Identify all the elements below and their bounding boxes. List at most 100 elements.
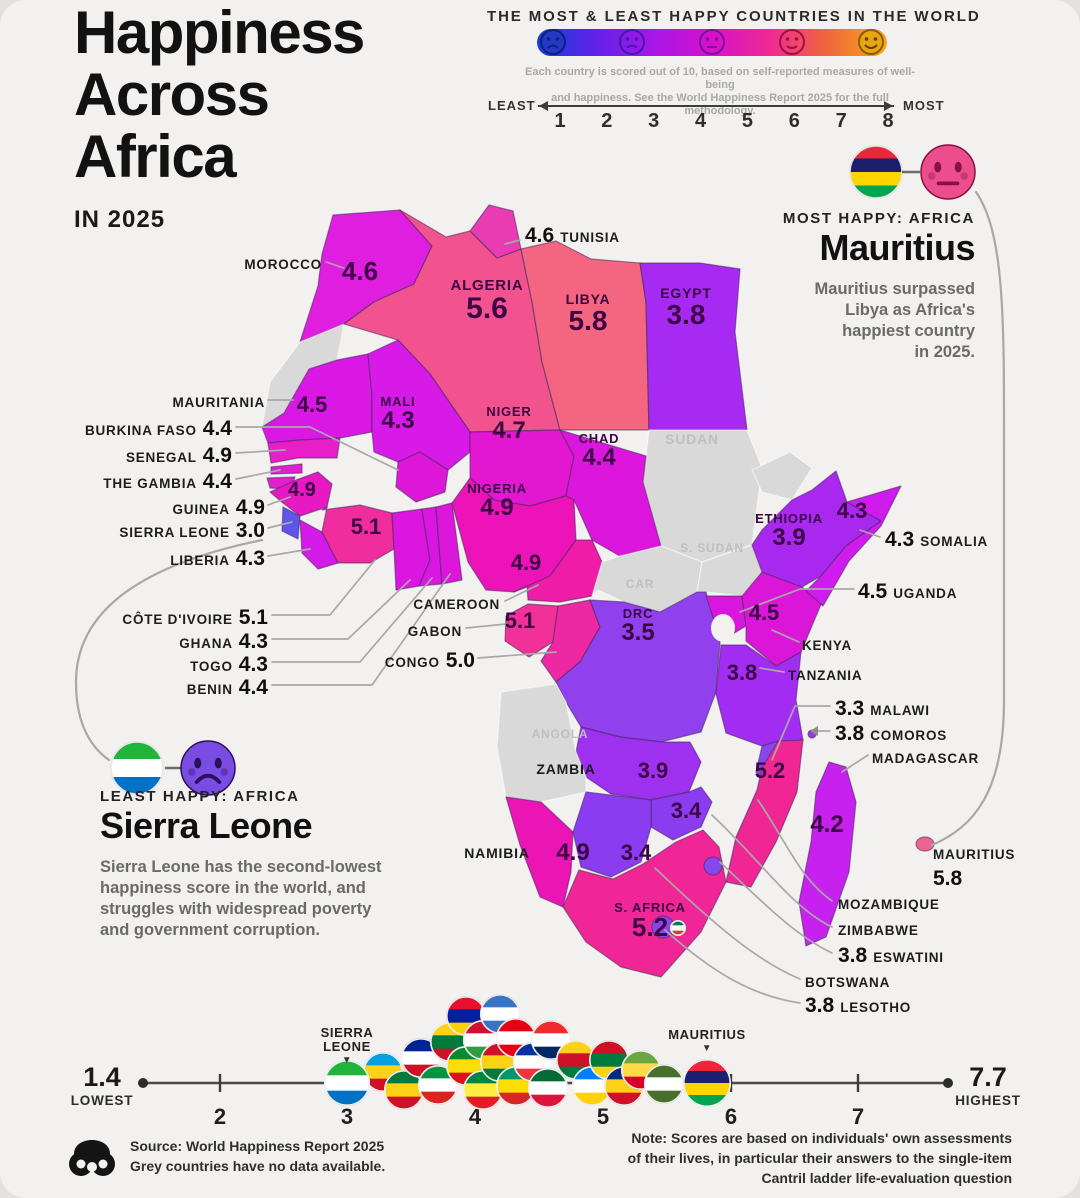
legend-least-label: LEAST [488, 98, 536, 113]
callout-morocco: MOROCCO [244, 256, 322, 272]
map-value: 3.4 [621, 840, 652, 865]
map-value: 4.9 [511, 550, 542, 575]
country-shape-guinea [269, 471, 333, 517]
map-value: 4.6 [342, 256, 378, 286]
callout-mozambique: MOZAMBIQUE [838, 896, 940, 912]
map-label-car: CAR [626, 577, 654, 591]
callout-madagascar: MADAGASCAR [872, 750, 979, 766]
scale-highest-value: 7.7 [969, 1062, 1007, 1092]
legend-tick-1: 1 [554, 110, 566, 132]
legend-face-happy-icon [779, 29, 805, 55]
legend-axis-arrow [538, 101, 894, 111]
scale-tick-6: 6 [725, 1104, 737, 1129]
map-value: 3.8 [727, 660, 758, 685]
scale-sierra-leone-label: SIERRA LEONE ▼ [297, 1026, 397, 1068]
country-shape-burkina-faso [395, 451, 449, 503]
scale-tick-4: 4 [469, 1104, 482, 1129]
least-happy-body: Sierra Leone has the second-lowest happi… [100, 858, 382, 939]
country-shape-drc [555, 591, 721, 743]
map-label-mali: MALI [381, 394, 416, 409]
country-shape-tanzania [715, 644, 804, 747]
legend-most-label: MOST [903, 98, 945, 113]
scale-lowest: 1.4 LOWEST [62, 1062, 142, 1108]
page-title: Happiness Across Africa IN 2025 [74, 2, 365, 234]
country-shape-zimbabwe [650, 786, 713, 841]
scale-lowest-label: LOWEST [70, 1093, 134, 1108]
callout-malawi: 3.3 MALAWI [835, 696, 930, 720]
map-value: 5.2 [755, 758, 786, 783]
callout-uganda: 4.5 UGANDA [858, 579, 958, 603]
callout-ghana: GHANA 4.3 [179, 629, 268, 653]
south-africa-mini-flag [670, 920, 686, 936]
least-happy-face-icon [180, 740, 236, 796]
map-label-chad: CHAD [579, 431, 620, 446]
legend-face-sad-icon [619, 29, 645, 55]
map-value: 4.5 [297, 392, 328, 417]
callout-eswatini: 3.8 ESWATINI [838, 943, 944, 967]
map-value: 4.2 [810, 811, 843, 838]
callout-tanzania: TANZANIA [788, 667, 863, 683]
map-value: 4.9 [480, 494, 513, 521]
legend-face-icons [540, 29, 884, 55]
callout-burkina-faso: BURKINA FASO 4.4 [84, 416, 232, 440]
legend-tick-4: 4 [695, 110, 707, 132]
callout-congo: CONGO 5.0 [384, 648, 475, 672]
country-shape-madagascar [798, 761, 857, 947]
callout-sierra-leone: SIERRA LEONE 3.0 [119, 518, 265, 542]
map-value: 5.1 [505, 608, 536, 633]
title-line-3: Africa [74, 123, 237, 190]
callout-lesotho: 3.8 LESOTHO [805, 993, 912, 1017]
callout-guinea: GUINEA 4.9 [172, 495, 265, 519]
map-value: 3.4 [671, 798, 702, 823]
map-value: 3.9 [638, 758, 669, 783]
map-label-libya: LIBYA [566, 291, 611, 307]
country-shape-south-africa [562, 829, 727, 978]
title-line-2: Across [74, 61, 270, 128]
map-value: 5.2 [632, 912, 668, 942]
legend-tick-8: 8 [882, 110, 894, 132]
callout-tunisia: 4.6 TUNISIA [525, 223, 620, 247]
country-shape-chad [559, 429, 662, 557]
callout-5-8: 5.8 [933, 866, 963, 890]
map-value: 4.4 [582, 444, 616, 471]
callout-comoros: 3.8 COMOROS [835, 721, 948, 745]
map-value: 4.9 [288, 479, 316, 501]
map-value: 4.3 [381, 407, 414, 434]
scale-lowest-value: 1.4 [83, 1062, 121, 1092]
least-happy-kicker: LEAST HAPPY: AFRICA [100, 788, 300, 805]
legend-description: Each country is scored out of 10, based … [525, 66, 915, 117]
scale-mauritius-label: MAURITIUS ▼ [657, 1028, 757, 1056]
most-happy-callout: MOST HAPPY: AFRICA Mauritius Mauritius s… [640, 210, 976, 363]
map-label-ethiopia: ETHIOPIA [755, 511, 823, 526]
comoros-arrowhead [810, 726, 818, 736]
legend-tick-5: 5 [741, 110, 753, 132]
callout-togo: TOGO 4.3 [190, 652, 268, 676]
callout-liberia: LIBERIA 4.3 [170, 546, 265, 570]
map-label-drc: DRC [623, 606, 654, 621]
leader-lines [74, 190, 1006, 1004]
legend-face-neutral-icon [699, 29, 725, 55]
map-value: 5.8 [569, 305, 608, 336]
country-shape-botswana [572, 791, 652, 878]
mauritius-flag-icon [848, 144, 904, 200]
country-shape-mauritius [915, 836, 935, 852]
map-value: 4.3 [837, 498, 868, 523]
country-shape-eswatini [703, 856, 723, 876]
scale-tick-2: 2 [214, 1104, 226, 1129]
map-value: 5.6 [466, 292, 508, 325]
map-label-angola: ANGOLA [532, 727, 589, 741]
most-happy-country: Mauritius [819, 227, 975, 268]
visual-capitalist-logo [69, 1140, 115, 1176]
legend-heading: THE MOST & LEAST HAPPY COUNTRIES IN THE … [487, 8, 981, 25]
least-happy-country: Sierra Leone [100, 805, 313, 846]
most-happy-kicker: MOST HAPPY: AFRICA [782, 210, 975, 227]
map-value: 4.9 [556, 839, 589, 866]
callout-the-gambia: THE GAMBIA 4.4 [103, 469, 232, 493]
sierra-leone-flag-icon [109, 740, 165, 796]
map-label-s-sudan: S. SUDAN [680, 541, 744, 555]
map-label-nigeria: NIGERIA [467, 481, 527, 496]
